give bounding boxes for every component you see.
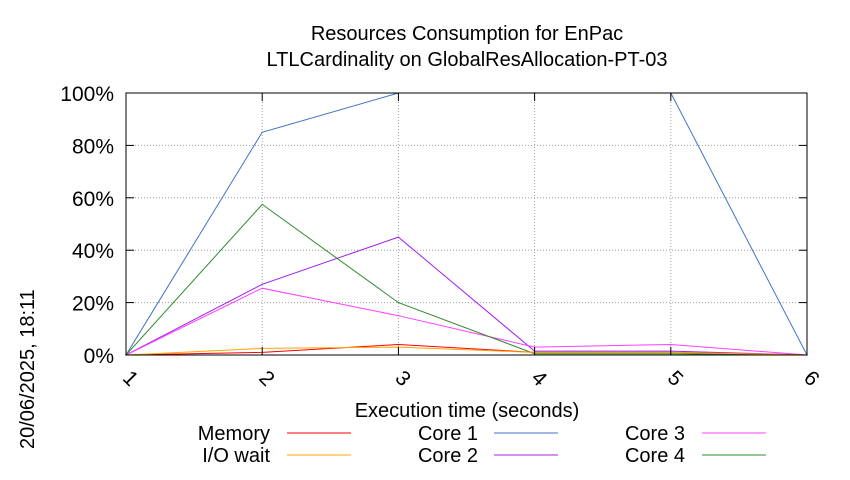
- x-tick-label: 4: [527, 366, 552, 391]
- series-line-i-o-wait: [125, 346, 808, 356]
- x-tick-label: 1: [118, 366, 143, 391]
- x-tick-label: 6: [799, 366, 824, 391]
- y-tick-label: 60%: [72, 188, 114, 211]
- series-line-core-2: [125, 236, 808, 356]
- legend-label: Core 3: [625, 423, 685, 445]
- x-tick-label: 3: [390, 366, 415, 391]
- y-tick-label: 100%: [60, 83, 114, 106]
- legend-item-i-o-wait: I/O wait: [202, 445, 351, 467]
- legend-item-memory: Memory: [198, 423, 351, 445]
- data-point-core-1: [261, 131, 263, 133]
- legend-item-core-1: Core 1: [418, 423, 558, 445]
- data-point-core-3: [670, 343, 672, 346]
- legend-label: Core 2: [418, 445, 478, 467]
- legend-label: Core 4: [625, 445, 685, 467]
- series-line-core-4: [125, 203, 808, 356]
- data-point-core-3: [261, 287, 263, 289]
- chart-subtitle: LTLCardinality on GlobalResAllocation-PT…: [267, 49, 668, 71]
- legend-item-core-3: Core 3: [625, 423, 766, 445]
- legend-item-core-2: Core 2: [418, 445, 558, 467]
- chart-title: Resources Consumption for EnPac: [311, 23, 623, 45]
- data-point-memory: [397, 343, 399, 346]
- data-point-core-4: [261, 203, 263, 205]
- legend-label: Core 1: [418, 423, 478, 445]
- legend-label: Memory: [198, 423, 270, 445]
- grid: [126, 93, 807, 355]
- legend-item-core-4: Core 4: [625, 445, 766, 467]
- x-axis-label: Execution time (seconds): [355, 400, 580, 422]
- axes: 0% 20% 40% 60% 80% 100% 1 2 3 4 5 6: [60, 83, 823, 391]
- timestamp: 20/06/2025, 18:11: [17, 289, 39, 449]
- series-line-core-3: [125, 287, 808, 356]
- y-tick-label: 0%: [84, 345, 114, 368]
- y-tick-label: 40%: [72, 240, 114, 263]
- data-point-core-2: [397, 236, 399, 238]
- plot-frame: [125, 92, 808, 356]
- x-tick-label: 5: [663, 366, 688, 391]
- data-point-core-4: [397, 302, 399, 304]
- series-lines: [125, 92, 808, 356]
- series-line-core-1: [125, 92, 808, 356]
- y-tick-label: 80%: [72, 135, 114, 158]
- y-tick-label: 20%: [72, 293, 114, 316]
- data-point-core-2: [261, 283, 263, 285]
- x-tick-label: 2: [254, 366, 279, 391]
- legend-label: I/O wait: [202, 445, 270, 467]
- data-point-core-3: [397, 315, 399, 317]
